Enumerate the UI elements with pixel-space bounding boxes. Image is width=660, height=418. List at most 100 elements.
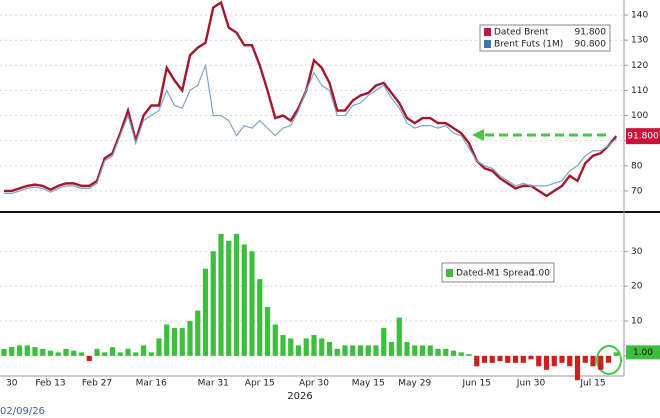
- value-tag-label: 91.800: [627, 132, 659, 142]
- legend-label: Brent Futs (1M): [494, 40, 563, 50]
- bar: [280, 334, 286, 356]
- bar: [481, 355, 488, 363]
- y-tick-label: 70: [631, 186, 643, 196]
- bar: [605, 355, 612, 363]
- bar: [590, 355, 596, 367]
- bar: [559, 355, 565, 363]
- bar: [233, 233, 240, 356]
- bar: [520, 355, 526, 363]
- bar: [32, 347, 38, 356]
- bar: [574, 355, 581, 381]
- bar: [536, 355, 542, 367]
- bar: [226, 240, 232, 356]
- bar: [357, 345, 364, 356]
- legend-box: [441, 262, 555, 283]
- x-tick-label: Mar 31: [198, 379, 229, 389]
- bar: [412, 345, 418, 356]
- bar: [179, 327, 185, 356]
- bar: [9, 347, 15, 356]
- x-tick-label: Jun 15: [462, 379, 491, 389]
- bar: [55, 352, 61, 356]
- bar: [164, 324, 170, 356]
- y-tick-label: 10: [631, 317, 643, 327]
- bar: [202, 268, 209, 356]
- arrow-head: [472, 129, 484, 141]
- bar: [543, 355, 550, 370]
- bar: [16, 345, 23, 356]
- legend-value: 90.800: [575, 40, 607, 50]
- legend-swatch: [484, 28, 491, 36]
- y-tick-label: 100: [631, 111, 648, 121]
- bar: [102, 352, 108, 356]
- bar: [334, 348, 340, 356]
- bar: [156, 338, 162, 356]
- bar: [47, 350, 54, 356]
- bar: [210, 251, 216, 356]
- bar: [319, 338, 325, 356]
- date-stamp: 02/09/26: [0, 406, 45, 417]
- bar: [311, 334, 317, 356]
- bar: [404, 341, 410, 356]
- bar: [133, 352, 139, 356]
- bar: [171, 327, 178, 356]
- bar: [1, 348, 7, 356]
- value-tag: [626, 345, 660, 360]
- bar: [427, 345, 433, 356]
- x-tick-label: Mar 16: [136, 379, 168, 389]
- bar: [125, 348, 131, 356]
- bar: [505, 355, 511, 363]
- bar: [71, 350, 77, 356]
- x-tick-label: Apr 30: [299, 379, 329, 389]
- bar: [373, 345, 379, 356]
- y-tick-label: 120: [631, 61, 648, 71]
- bar: [474, 355, 480, 367]
- x-tick-label: Apr 15: [245, 379, 275, 389]
- bar: [241, 244, 247, 356]
- highlight-circle: [596, 345, 622, 375]
- line-series: [4, 0, 618, 198]
- y-tick-label: 140: [631, 11, 648, 21]
- bar: [512, 355, 519, 363]
- bar: [148, 352, 154, 356]
- bar: [78, 352, 85, 356]
- year-label: 2026: [287, 391, 312, 402]
- bar: [63, 348, 69, 356]
- y-tick-label: 80: [631, 161, 643, 171]
- value-tag: [626, 128, 660, 145]
- legend-label: Dated-M1 Spread: [456, 269, 535, 279]
- bar: [303, 338, 309, 356]
- bar: [117, 352, 123, 356]
- legend-swatch: [484, 40, 491, 48]
- x-tick-label: Feb 13: [35, 379, 65, 389]
- x-tick-label: Feb 27: [82, 379, 112, 389]
- bar: [109, 347, 116, 356]
- bar: [342, 345, 348, 356]
- bar: [24, 345, 30, 356]
- x-tick-label: May 15: [352, 379, 385, 389]
- bar: [528, 355, 534, 360]
- legend-label: Dated Brent: [494, 28, 549, 38]
- bar: [551, 355, 557, 367]
- y-tick-label: 30: [631, 247, 643, 257]
- bar: [450, 350, 457, 356]
- legend-value: 1.00: [530, 269, 550, 279]
- bar: [86, 355, 92, 362]
- bar: [458, 352, 464, 356]
- bar: [94, 348, 100, 356]
- bar: [396, 317, 402, 356]
- bar: [195, 310, 201, 356]
- bar: [350, 345, 356, 356]
- bar: [140, 345, 147, 356]
- bar: [435, 348, 441, 356]
- bar: [582, 355, 588, 363]
- bar: [443, 348, 449, 356]
- bar: [187, 321, 193, 356]
- y-tick-label: 110: [631, 86, 648, 96]
- y-tick-label: 130: [631, 36, 648, 46]
- line-series: [4, 62, 617, 195]
- bar: [365, 345, 371, 356]
- x-tick-label: Jun 30: [516, 379, 546, 389]
- bar: [40, 348, 46, 356]
- y-tick-label: 20: [631, 282, 643, 292]
- legend-swatch: [446, 269, 453, 277]
